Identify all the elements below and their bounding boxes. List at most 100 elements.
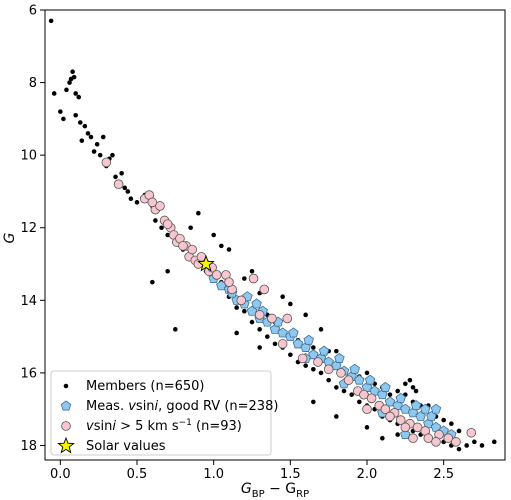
vsini-measured-point — [246, 305, 258, 316]
member-point — [67, 80, 72, 85]
x-axis-label: GBP − GRP — [241, 481, 309, 500]
y-axis-label: G — [2, 232, 18, 243]
vsini-fast-point — [323, 364, 334, 375]
y-tick-label: 10 — [20, 149, 37, 164]
vsini-measured-point — [384, 396, 396, 407]
member-point — [441, 417, 446, 423]
x-tick-label: 2.5 — [433, 467, 454, 482]
vsini-measured-point — [426, 410, 437, 421]
vsini-fast-point — [385, 411, 395, 422]
x-tick-label: 1.0 — [203, 467, 224, 482]
member-point — [70, 69, 75, 74]
member-point — [413, 388, 419, 394]
vsini-fast-point — [147, 197, 158, 208]
vsini-measured-point — [303, 334, 314, 345]
legend-marker-vsini-gt5 — [61, 421, 71, 431]
member-point — [234, 305, 239, 310]
member-point — [64, 87, 69, 93]
vsini-measured-point — [334, 352, 345, 363]
vsini-fast-point — [211, 270, 222, 280]
member-point — [395, 388, 400, 394]
member-point — [219, 243, 224, 249]
vsini-measured-point — [349, 363, 360, 374]
legend-label-solar: Solar values — [86, 439, 166, 454]
member-point — [73, 91, 78, 96]
vsini-fast-point — [224, 277, 234, 287]
member-point — [88, 134, 94, 140]
member-point — [380, 435, 385, 441]
member-point — [349, 392, 354, 397]
vsini-fast-point — [277, 339, 288, 349]
member-point — [113, 174, 118, 180]
vsini-fast-point — [101, 157, 112, 168]
member-point — [48, 18, 54, 24]
vsini-measured-point — [318, 345, 330, 356]
vsini-measured-point — [277, 327, 288, 338]
member-point — [449, 421, 454, 427]
member-point — [472, 439, 477, 445]
member-point — [94, 141, 100, 147]
member-point — [257, 327, 262, 332]
vsini-fast-point — [400, 422, 411, 433]
member-point — [134, 200, 140, 205]
vsini-measured-point — [288, 327, 299, 338]
vsini-fast-point — [313, 357, 323, 367]
member-point — [303, 363, 308, 368]
member-point — [364, 370, 370, 376]
member-point — [153, 218, 158, 223]
member-point — [122, 185, 128, 191]
legend-box — [50, 370, 272, 456]
vsini-measured-point — [415, 410, 426, 421]
member-point — [479, 443, 485, 448]
vsini-measured-point — [410, 400, 422, 411]
vsini-fast-point — [423, 433, 434, 444]
plot-frame — [44, 9, 506, 461]
vsini-measured-point — [407, 407, 419, 418]
member-point — [288, 301, 293, 307]
vsini-fast-point — [431, 437, 441, 447]
member-point — [79, 138, 85, 143]
member-point — [159, 225, 164, 231]
vsini-fast-point — [380, 404, 391, 414]
member-point — [280, 294, 285, 299]
member-point — [249, 319, 255, 325]
member-point — [125, 189, 131, 194]
member-point — [288, 352, 293, 358]
member-point — [334, 414, 339, 419]
y-tick-label: 12 — [20, 221, 37, 236]
x-tick-label: 0.0 — [50, 467, 71, 482]
member-point — [265, 334, 270, 339]
member-point — [110, 152, 115, 158]
legend-label-members: Members (n=650) — [86, 379, 204, 394]
member-point — [334, 348, 339, 354]
member-point — [272, 341, 278, 347]
member-point — [403, 381, 408, 387]
member-point — [311, 345, 316, 350]
member-point — [58, 109, 63, 114]
vsini-fast-point — [282, 313, 293, 324]
member-point — [249, 268, 255, 274]
vsini-fast-point — [259, 284, 270, 295]
vsini-fast-point — [466, 427, 477, 438]
vsini-fast-point — [178, 241, 188, 251]
member-point — [311, 366, 316, 372]
x-axis-label-mid: − G — [265, 481, 296, 497]
x-axis-label-main: G — [241, 481, 252, 497]
x-axis-label-sub2: RP — [296, 489, 309, 500]
member-point — [491, 439, 497, 445]
vsini-measured-point — [377, 389, 388, 400]
legend-marker-solar — [57, 436, 75, 454]
legend: Members (n=650) Meas. vsini, good RV (n=… — [50, 370, 278, 456]
member-point — [196, 210, 201, 216]
vsini-fast-point — [395, 415, 406, 425]
vsini-fast-point — [236, 295, 247, 306]
vsini-measured-point — [430, 403, 442, 414]
legend-label-meas-vsini: Meas. vsini, good RV (n=238) — [86, 399, 278, 414]
vsini-fast-point — [267, 313, 277, 324]
member-point — [119, 171, 124, 176]
member-point — [242, 308, 247, 314]
member-point — [387, 392, 393, 397]
vsini-measured-point — [331, 360, 342, 371]
member-point — [407, 377, 413, 383]
